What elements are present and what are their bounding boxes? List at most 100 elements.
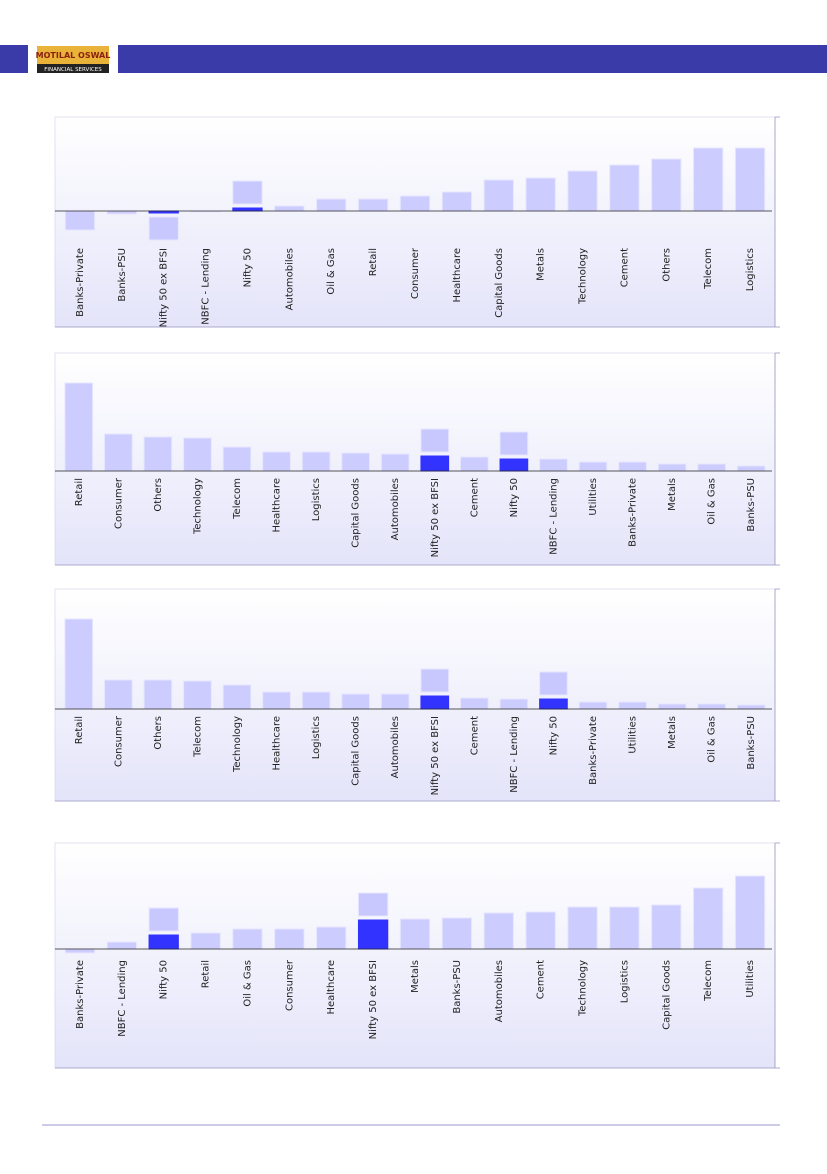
x-tick-label: NBFC - Lending <box>201 248 212 325</box>
bar <box>651 158 682 212</box>
x-tick-label: Retail <box>74 478 85 506</box>
bar <box>262 451 291 472</box>
x-tick-label: Healthcare <box>326 960 337 1015</box>
x-tick-label: Banks-Private <box>588 716 599 785</box>
x-tick-label: Retail <box>368 248 379 276</box>
bar <box>459 697 489 710</box>
x-tick-label: Healthcare <box>272 478 283 533</box>
x-tick-label: Utilities <box>628 716 639 754</box>
x-tick-label: Banks-Private <box>75 248 86 317</box>
bar <box>274 928 305 950</box>
bar <box>341 693 371 710</box>
x-tick-label: Technology <box>578 960 589 1017</box>
x-tick-label: Utilities <box>588 478 599 516</box>
x-tick-label: Retail <box>74 716 85 744</box>
bar <box>143 679 173 710</box>
bar <box>567 906 598 950</box>
bar <box>618 461 647 472</box>
bar <box>693 147 724 212</box>
x-tick-label: Metals <box>410 960 421 993</box>
x-tick-label: Oil & Gas <box>242 960 253 1007</box>
x-tick-label: Capital Goods <box>351 716 362 786</box>
bar <box>420 695 450 710</box>
bar <box>609 164 640 212</box>
bar <box>734 875 766 950</box>
x-tick-label: Banks-PSU <box>746 716 757 770</box>
bar <box>618 701 647 710</box>
x-tick-label: Oil & Gas <box>707 478 718 525</box>
bar <box>499 458 529 472</box>
bar <box>736 465 766 472</box>
bar <box>609 906 640 950</box>
x-tick-label: Telecom <box>703 960 714 1002</box>
x-tick-label: Nifty 50 ex BFSI <box>430 716 441 795</box>
bar <box>499 698 529 710</box>
x-tick-label: Logistics <box>311 478 322 521</box>
x-tick-label: Banks-Private <box>75 960 86 1029</box>
x-tick-label: Oil & Gas <box>707 716 718 763</box>
x-tick-label: Logistics <box>745 248 756 291</box>
bar <box>103 679 133 710</box>
x-tick-label: Consumer <box>113 477 124 529</box>
x-tick-label: Metals <box>667 716 678 749</box>
bar <box>459 456 489 472</box>
x-tick-label: Technology <box>192 478 203 535</box>
logo-sub: FINANCIAL SERVICES <box>44 67 102 73</box>
logo-name: MOTILAL OSWAL <box>36 51 111 60</box>
x-tick-label: Logistics <box>311 716 322 759</box>
bar <box>64 618 94 710</box>
label-box <box>148 216 179 241</box>
bar <box>525 911 556 950</box>
bar <box>183 680 212 710</box>
x-tick-label: Others <box>153 716 164 750</box>
x-tick-label: Banks-PSU <box>117 248 128 302</box>
x-tick-label: Telecom <box>192 716 203 758</box>
bar <box>578 461 608 472</box>
bar <box>693 887 724 950</box>
bar <box>483 912 514 950</box>
bar <box>103 433 133 472</box>
x-tick-label: Telecom <box>232 478 243 520</box>
x-tick-label: Banks-PSU <box>746 478 757 532</box>
bar <box>301 451 331 472</box>
x-tick-label: Consumer <box>284 959 295 1011</box>
x-tick-label: Nifty 50 ex BFSI <box>430 478 441 557</box>
x-tick-label: Oil & Gas <box>326 248 337 295</box>
bar <box>341 452 371 472</box>
bar <box>148 934 179 950</box>
x-tick-label: Nifty 50 ex BFSI <box>368 960 379 1039</box>
label-box <box>148 907 179 932</box>
bar <box>399 195 431 212</box>
bar <box>106 941 137 950</box>
bar <box>232 207 263 212</box>
bar <box>222 684 252 710</box>
header-band <box>118 45 827 73</box>
logo-bottom <box>37 64 109 73</box>
x-tick-label: Cement <box>536 960 547 999</box>
bar <box>183 437 212 472</box>
label-box <box>420 668 450 693</box>
bar <box>567 170 598 212</box>
x-tick-label: Nifty 50 <box>159 960 170 999</box>
bar <box>106 210 137 215</box>
bar <box>380 453 410 472</box>
bar <box>525 177 556 212</box>
bar <box>657 463 687 472</box>
bar <box>420 455 450 472</box>
x-tick-label: Banks-Private <box>628 478 639 547</box>
x-tick-label: Nifty 50 <box>242 248 253 287</box>
x-tick-label: Technology <box>232 716 243 773</box>
x-tick-label: Nifty 50 <box>509 478 520 517</box>
x-tick-label: Capital Goods <box>351 478 362 548</box>
bar <box>441 917 473 950</box>
x-tick-label: Consumer <box>113 715 124 767</box>
bar <box>262 691 291 710</box>
x-tick-label: Metals <box>667 478 678 511</box>
label-box <box>499 431 529 456</box>
x-tick-label: Automobiles <box>390 716 401 778</box>
bar <box>316 198 347 212</box>
x-tick-label: Automobiles <box>284 248 295 310</box>
bar <box>483 179 514 212</box>
